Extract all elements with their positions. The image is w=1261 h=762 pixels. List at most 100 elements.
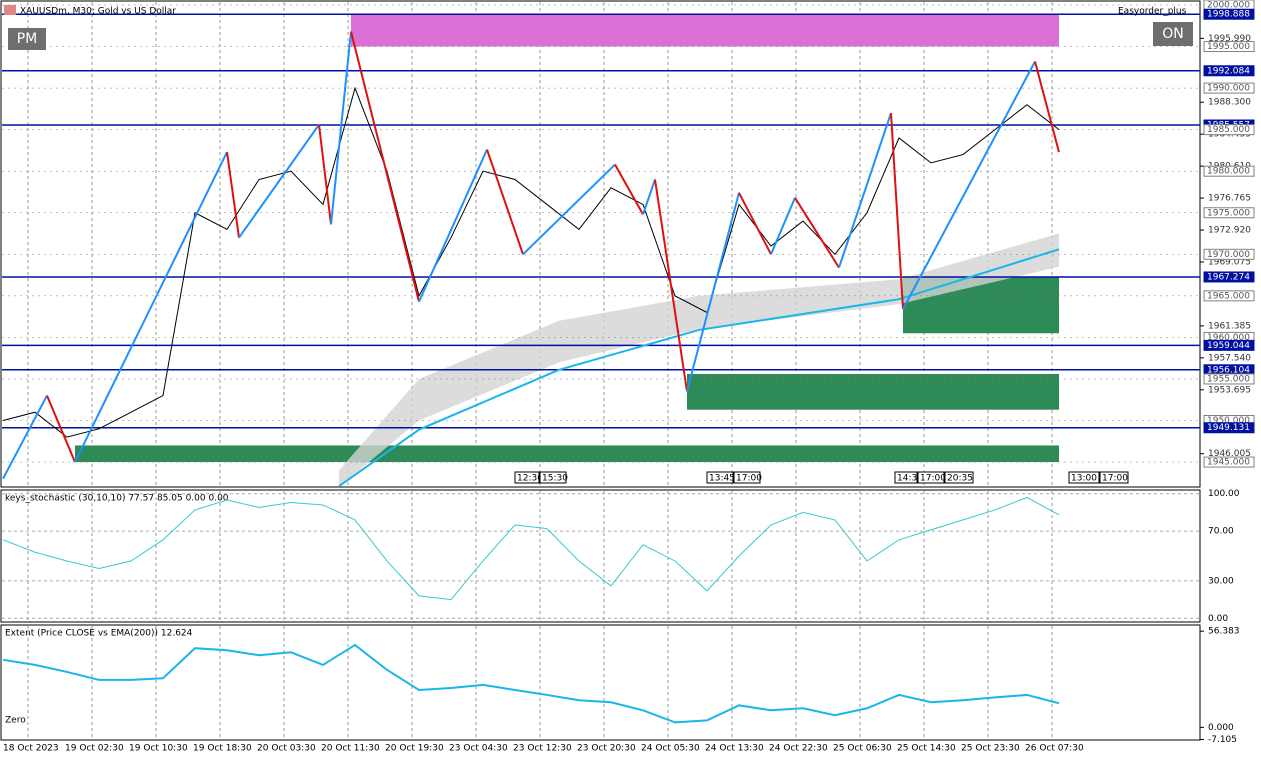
session-label: 13:45 [709,474,735,484]
extent-line [2,643,1060,724]
extent-tick-label: 0.000 [1208,723,1234,733]
level-box [1203,271,1255,283]
time-label: 20 Oct 19:30 [385,744,444,754]
zigzag-segment [838,112,892,268]
level-box [1203,339,1255,351]
level-label: 1959.044 [1207,341,1250,351]
extent-tick-label: -7.105 [1208,735,1237,745]
level-label: 1995.000 [1207,42,1250,52]
stoch-line [2,496,1060,601]
zigzag-segment [890,112,904,310]
extent-label: Extent (Price CLOSE vs EMA(200)) 12.624 [5,629,193,639]
y-tick-label: 1988.300 [1208,98,1251,108]
time-label: 25 Oct 06:30 [833,744,892,754]
time-label: 25 Oct 14:30 [897,744,956,754]
zone [687,373,1059,410]
time-label: 20 Oct 03:30 [257,744,316,754]
main-frame [0,0,1201,488]
on-button[interactable] [1153,22,1193,46]
time-label: 23 Oct 04:30 [449,744,508,754]
zigzag-segment [226,151,240,238]
level-box [1203,290,1255,302]
level-box [1203,41,1255,53]
level-label: 1985.000 [1207,125,1250,135]
stoch-label: keys_stochastic (30,10,10) 77.57 85.05 0… [5,494,229,504]
session-label: 17:00 [1102,474,1128,484]
zigzag-segment [738,192,772,255]
time-label: 24 Oct 05:30 [641,744,700,754]
level-label: 1970.000 [1207,250,1250,260]
zigzag-segment [770,197,796,255]
y-tick-label: 1972.920 [1208,226,1251,236]
session-labels: 12:30 15:30 13:45 17:00 14:3 17:00 20:35… [514,471,1129,484]
zigzag-segment [330,31,352,225]
level-label: 1945.000 [1207,458,1250,468]
y-tick-label: 1976.765 [1208,194,1251,204]
session-label: 13:00 [1071,474,1097,484]
level-label: 1998.888 [1207,10,1250,20]
level-label: 1965.000 [1207,291,1250,301]
stoch-frame [0,489,1201,623]
session-label: 17:00 [736,474,762,484]
zigzag-segment [486,149,524,255]
time-label: 20 Oct 11:30 [321,744,380,754]
zigzag-segment [614,164,644,215]
level-box [1203,207,1255,219]
ema-line [338,248,1060,487]
stoch-tick-label: 0.00 [1208,614,1228,624]
session-label: 20:35 [947,474,973,484]
zigzag-segment [654,179,688,392]
zigzag-segment [418,149,488,303]
y-tick-label: 1961.385 [1208,321,1251,331]
zigzag-segment [1034,61,1060,153]
zigzag-segment [794,197,840,269]
level-label: 1980.000 [1207,167,1250,177]
time-label: 19 Oct 02:30 [65,744,124,754]
time-label: 19 Oct 10:30 [129,744,188,754]
zigzag-segment [74,151,228,463]
session-label: 15:30 [542,474,568,484]
level-box [1203,165,1255,177]
level-label: 1975.000 [1207,208,1250,218]
y-tick-label: 1953.695 [1208,385,1251,395]
symbol-title: XAUUSDm, M30: Gold vs US Dollar [20,7,176,17]
icon [4,5,16,15]
level-box [1203,248,1255,260]
pm-button-label[interactable]: PM [17,31,38,47]
time-label: 18 Oct 2023 [3,744,59,754]
time-label: 24 Oct 13:30 [705,744,764,754]
y-tick-label: 1995.990 [1208,34,1251,44]
zigzag-segment [350,31,420,302]
level-box [1203,422,1255,434]
zigzag-segment [642,179,656,215]
pm-button[interactable] [8,28,46,50]
ema-band [339,233,1059,487]
level-label: 1990.000 [1207,84,1250,94]
time-label: 26 Oct 07:30 [1025,744,1084,754]
zigzag-segment [2,395,48,480]
extent-frame [0,624,1201,741]
stoch-tick-label: 100.00 [1208,489,1240,499]
zone [75,445,1059,463]
time-label: 23 Oct 20:30 [577,744,636,754]
expert-name: Easyorder_plus [1118,7,1187,17]
y-tick-label: 1946.005 [1208,449,1251,459]
level-label: 1956.104 [1207,365,1250,375]
zigzag-segment [902,61,1036,310]
level-label: 1992.084 [1207,66,1250,76]
level-label: 1950.000 [1207,416,1250,426]
time-label: 24 Oct 22:30 [769,744,828,754]
time-label: 23 Oct 12:30 [513,744,572,754]
level-box [1203,82,1255,94]
level-label: 1949.131 [1207,423,1250,433]
zero-label: Zero [5,716,26,726]
time-label: 19 Oct 18:30 [193,744,252,754]
level-label: 1955.000 [1207,374,1250,384]
level-label: 2000.000 [1207,0,1250,10]
on-button-label[interactable]: ON [1162,26,1184,42]
level-label: 1960.000 [1207,333,1250,343]
level-box [1203,373,1255,385]
zigzag-segment [318,124,332,225]
